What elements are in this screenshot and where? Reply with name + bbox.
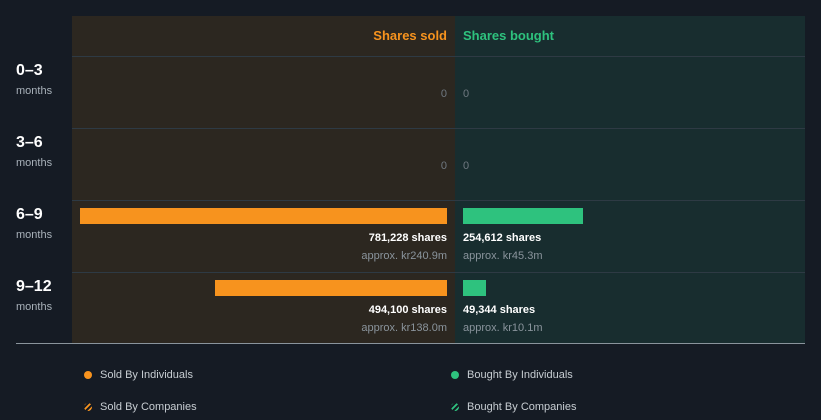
legend-hatched-dot-icon [84, 403, 92, 411]
period-label: 0–3 months [16, 62, 52, 97]
period-range: 9–12 [16, 278, 52, 295]
period-label: 6–9 months [16, 206, 52, 241]
sold-value-label: approx. kr240.9m [361, 250, 447, 262]
period-unit: months [16, 85, 53, 97]
bar-shares-sold [215, 280, 447, 296]
sold-shares-label: 494,100 shares [368, 304, 447, 316]
bought-zero-label: 0 [463, 88, 470, 100]
row-divider [72, 128, 805, 129]
legend-item: Sold By Individuals [84, 369, 193, 381]
period-unit: months [16, 157, 53, 169]
period-range: 0–3 [16, 62, 43, 79]
legend-item: Bought By Companies [451, 401, 576, 413]
legend-item: Sold By Companies [84, 401, 197, 413]
legend-label: Bought By Individuals [467, 369, 573, 381]
shares-bought-header: Shares bought [463, 28, 555, 43]
legend-hatched-dot-icon [451, 403, 459, 411]
bar-shares-bought [463, 208, 583, 224]
bought-shares-label: 254,612 shares [463, 232, 542, 244]
bought-zero-label: 0 [463, 160, 470, 172]
bar-shares-bought [463, 280, 486, 296]
bought-shares-label: 49,344 shares [463, 304, 536, 316]
sold-zero-label: 0 [440, 160, 447, 172]
legend-item: Bought By Individuals [451, 369, 573, 381]
period-label: 9–12 months [16, 278, 52, 313]
period-unit: months [16, 301, 53, 313]
period-range: 3–6 [16, 134, 43, 151]
shares-bought-panel [455, 16, 805, 343]
period-unit: months [16, 229, 53, 241]
shares-sold-header: Shares sold [373, 28, 447, 43]
period-label: 3–6 months [16, 134, 52, 169]
row-divider [72, 200, 805, 201]
bought-value-label: approx. kr10.1m [463, 322, 543, 334]
legend-dot-icon [451, 371, 459, 379]
row-divider [72, 56, 805, 57]
legend-label: Sold By Companies [100, 401, 197, 413]
legend-label: Bought By Companies [467, 401, 577, 413]
row-divider [72, 272, 805, 273]
sold-value-label: approx. kr138.0m [361, 322, 447, 334]
legend-label: Sold By Individuals [100, 369, 193, 381]
chart-baseline [16, 343, 805, 344]
bought-value-label: approx. kr45.3m [463, 250, 543, 262]
sold-shares-label: 781,228 shares [368, 232, 447, 244]
sold-zero-label: 0 [440, 88, 447, 100]
period-range: 6–9 [16, 206, 43, 223]
legend-dot-icon [84, 371, 92, 379]
bar-shares-sold [80, 208, 447, 224]
